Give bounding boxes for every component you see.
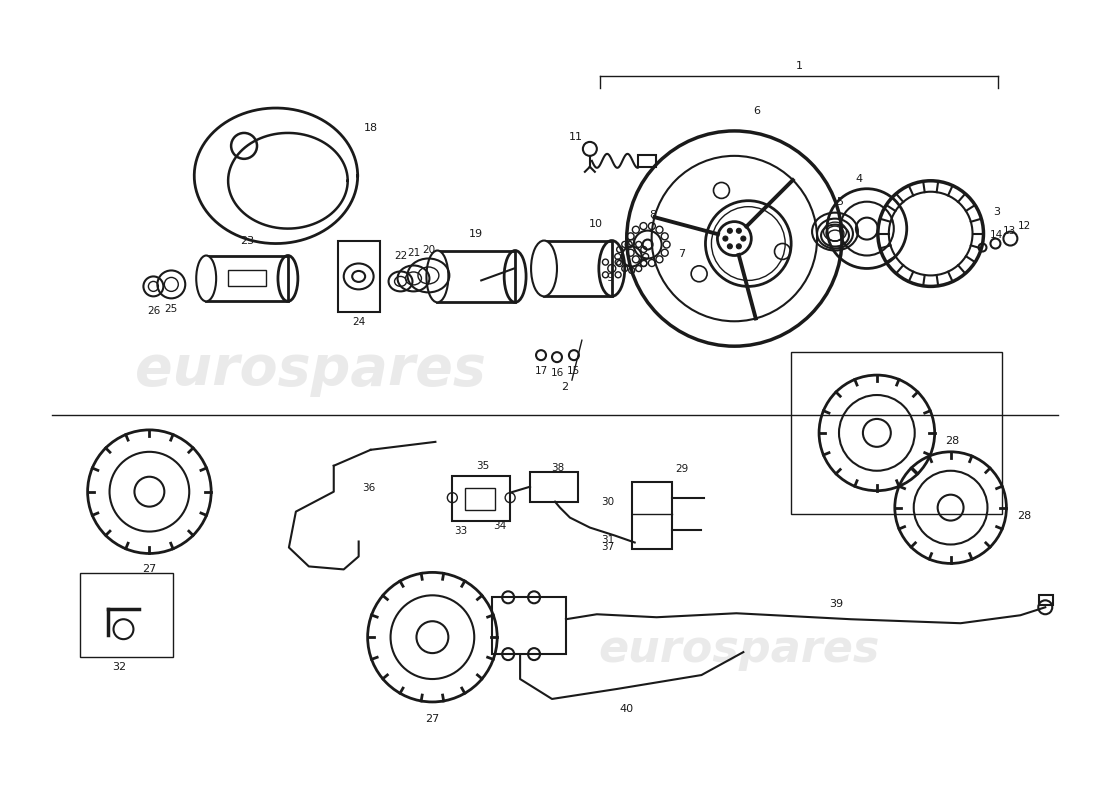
Text: 3: 3	[993, 206, 1000, 217]
Text: 18: 18	[364, 123, 377, 133]
Text: 14: 14	[990, 230, 1003, 239]
Text: 7: 7	[678, 249, 685, 258]
Text: 33: 33	[453, 526, 466, 535]
Text: 24: 24	[352, 318, 365, 327]
Text: 5: 5	[836, 197, 844, 206]
Text: 19: 19	[470, 229, 483, 238]
Bar	[530, 472, 578, 502]
Text: 27: 27	[426, 714, 440, 724]
Bar	[465, 488, 495, 510]
Bar	[79, 574, 174, 657]
Bar	[638, 155, 656, 167]
Bar	[452, 476, 510, 521]
Text: 22: 22	[394, 250, 407, 261]
Text: 4: 4	[856, 174, 862, 184]
Circle shape	[736, 244, 741, 249]
Text: 39: 39	[829, 599, 843, 610]
Text: 37: 37	[602, 542, 615, 553]
Text: 10: 10	[588, 218, 603, 229]
Text: 36: 36	[362, 482, 375, 493]
Text: 29: 29	[675, 464, 689, 474]
Circle shape	[723, 236, 728, 241]
Text: 15: 15	[568, 366, 581, 376]
Text: 27: 27	[142, 565, 156, 574]
Text: 28: 28	[946, 436, 959, 446]
Bar	[438, 250, 515, 302]
Bar	[1040, 595, 1053, 606]
Text: 8: 8	[649, 210, 657, 220]
Text: 40: 40	[619, 704, 634, 714]
Text: 2: 2	[561, 382, 569, 392]
Bar	[492, 598, 565, 654]
Text: 26: 26	[146, 306, 160, 316]
Ellipse shape	[196, 255, 217, 302]
Text: 23: 23	[240, 235, 254, 246]
Text: 21: 21	[407, 247, 420, 258]
Text: 32: 32	[112, 662, 126, 672]
Text: 28: 28	[1018, 510, 1032, 521]
Ellipse shape	[531, 241, 557, 296]
Text: eurospares: eurospares	[598, 628, 880, 670]
Text: 1: 1	[795, 61, 803, 71]
Text: 9: 9	[606, 274, 614, 283]
Text: 17: 17	[535, 366, 548, 376]
Bar	[791, 352, 1002, 514]
Text: 12: 12	[1018, 221, 1031, 230]
Text: 35: 35	[476, 461, 490, 470]
Bar	[544, 241, 612, 296]
Bar	[338, 241, 379, 312]
Circle shape	[727, 244, 733, 249]
Text: 34: 34	[494, 521, 507, 530]
Text: 11: 11	[569, 132, 583, 142]
Circle shape	[740, 236, 746, 241]
Text: eurospares: eurospares	[135, 343, 486, 397]
Text: 16: 16	[550, 368, 563, 378]
Text: 20: 20	[422, 245, 435, 254]
Text: 6: 6	[752, 106, 760, 116]
Text: 38: 38	[551, 462, 564, 473]
Text: 30: 30	[602, 497, 615, 506]
Bar	[206, 255, 288, 302]
Bar	[228, 270, 266, 286]
Circle shape	[736, 228, 741, 234]
Text: 13: 13	[1003, 226, 1016, 235]
Ellipse shape	[427, 250, 449, 302]
Text: 31: 31	[602, 534, 615, 545]
Bar	[631, 482, 672, 550]
Circle shape	[727, 228, 733, 234]
Text: 25: 25	[165, 304, 178, 314]
